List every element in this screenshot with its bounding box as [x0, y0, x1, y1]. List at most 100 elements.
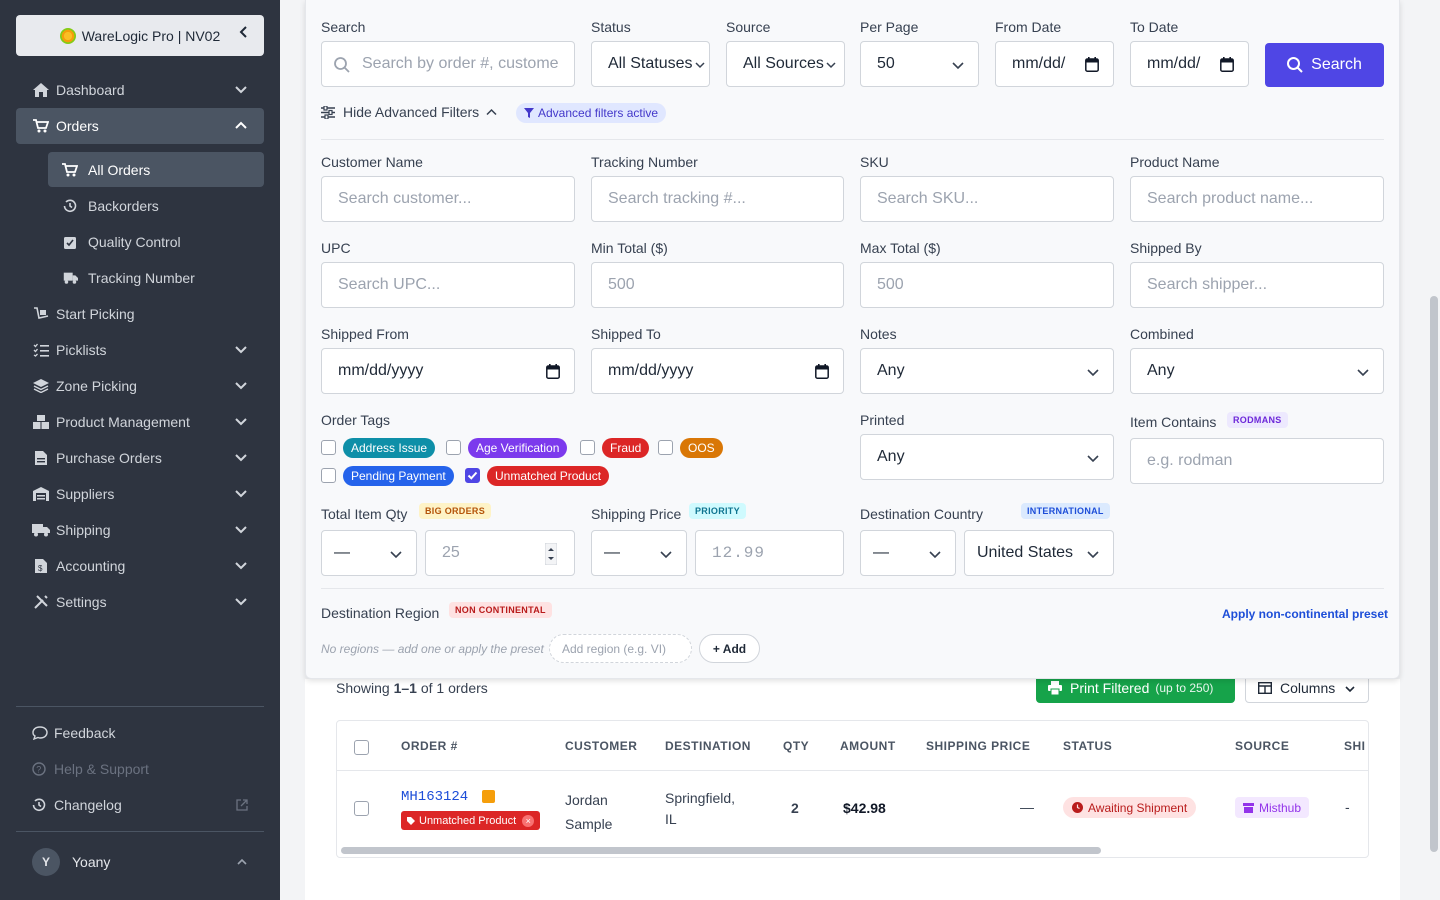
- stepper-icon[interactable]: [545, 543, 557, 565]
- to-date-input[interactable]: mm/dd/: [1130, 41, 1249, 87]
- col-header[interactable]: QTY: [783, 739, 810, 753]
- calendar-icon[interactable]: [1220, 57, 1234, 72]
- footer-help[interactable]: ? Help & Support: [16, 754, 264, 784]
- tag-checkbox-oos[interactable]: [658, 440, 673, 455]
- priority-pill[interactable]: PRIORITY: [689, 503, 746, 519]
- nav-shipping[interactable]: Shipping: [16, 512, 264, 548]
- nav-start-picking[interactable]: Start Picking: [16, 296, 264, 332]
- product-name-input[interactable]: Search product name...: [1130, 176, 1384, 222]
- col-header[interactable]: SHIPPING PRICE: [926, 739, 1031, 753]
- item-contains-input[interactable]: e.g. rodman: [1130, 438, 1384, 484]
- tag-checkbox-age-verification[interactable]: [446, 440, 461, 455]
- page-scrollbar-thumb[interactable]: [1430, 296, 1438, 852]
- from-date-input[interactable]: mm/dd/: [995, 41, 1114, 87]
- sub-all-orders[interactable]: All Orders: [48, 152, 264, 187]
- tag-address-issue[interactable]: Address Issue: [343, 438, 436, 458]
- tag-age-verification[interactable]: Age Verification: [468, 438, 568, 458]
- user-menu[interactable]: Y Yoany: [16, 844, 264, 880]
- source-select[interactable]: All Sources: [726, 41, 845, 87]
- max-total-input[interactable]: 500: [860, 262, 1114, 308]
- tag-checkbox-pending-payment[interactable]: [321, 468, 336, 483]
- nav-dashboard[interactable]: Dashboard: [16, 72, 264, 108]
- customer-name-input[interactable]: Search customer...: [321, 176, 575, 222]
- rodmans-pill[interactable]: RODMANS: [1227, 412, 1288, 428]
- tag-unmatched-product[interactable]: Unmatched Product: [487, 466, 610, 486]
- upc-input[interactable]: Search UPC...: [321, 262, 575, 308]
- tag-fraud[interactable]: Fraud: [602, 438, 650, 458]
- sub-tracking-number[interactable]: Tracking Number: [48, 260, 264, 295]
- tag-oos[interactable]: OOS: [680, 438, 723, 458]
- qty-operator-select[interactable]: —: [321, 530, 417, 576]
- tag-checkbox-fraud[interactable]: [580, 440, 595, 455]
- order-number-link[interactable]: MH163124: [401, 789, 469, 805]
- min-total-input[interactable]: 500: [591, 262, 844, 308]
- col-header[interactable]: AMOUNT: [840, 739, 896, 753]
- country-select[interactable]: United States: [964, 530, 1114, 576]
- row-checkbox[interactable]: [354, 801, 369, 816]
- shipping-price-input[interactable]: 12.99: [695, 530, 844, 576]
- status-select[interactable]: All Statuses: [591, 41, 710, 87]
- country-operator-select[interactable]: —: [860, 530, 956, 576]
- col-header[interactable]: STATUS: [1063, 739, 1113, 753]
- nav-accounting[interactable]: $ Accounting: [16, 548, 264, 584]
- sub-quality-control[interactable]: Quality Control: [48, 224, 264, 259]
- brand-switcher[interactable]: WareLogic Pro | NV02: [16, 15, 264, 56]
- nav-orders[interactable]: Orders: [16, 108, 264, 144]
- printed-select[interactable]: Any: [860, 434, 1114, 480]
- shipping-price-label: Shipping Price: [591, 506, 682, 522]
- col-header[interactable]: SOURCE: [1235, 739, 1290, 753]
- search-icon: [334, 57, 350, 73]
- nav-product-management[interactable]: Product Management: [16, 404, 264, 440]
- col-header[interactable]: CUSTOMER: [565, 739, 638, 753]
- add-region-button[interactable]: + Add: [699, 634, 760, 663]
- sub-label: Backorders: [88, 197, 159, 214]
- footer-feedback[interactable]: Feedback: [16, 718, 264, 748]
- remove-tag-icon[interactable]: ×: [522, 814, 535, 827]
- calendar-icon[interactable]: [1085, 57, 1099, 72]
- col-header[interactable]: SHI: [1344, 739, 1366, 753]
- advanced-filters-toggle[interactable]: Hide Advanced Filters: [321, 104, 497, 120]
- nav-zone-picking[interactable]: Zone Picking: [16, 368, 264, 404]
- per-page-select[interactable]: 50: [860, 41, 979, 87]
- tag-checkbox-address-issue[interactable]: [321, 440, 336, 455]
- sub-backorders[interactable]: Backorders: [48, 188, 264, 223]
- footer-changelog[interactable]: Changelog: [16, 790, 264, 820]
- tag-checkbox-unmatched-product[interactable]: [465, 468, 480, 483]
- tag-pending-payment[interactable]: Pending Payment: [343, 466, 454, 486]
- qty-value-input[interactable]: 25: [425, 530, 575, 576]
- svg-text:?: ?: [36, 765, 41, 775]
- sku-input[interactable]: Search SKU...: [860, 176, 1114, 222]
- non-continental-pill[interactable]: NON CONTINENTAL: [449, 602, 552, 618]
- source-label: Source: [726, 19, 771, 35]
- international-pill[interactable]: INTERNATIONAL: [1021, 503, 1110, 519]
- tracking-number-input[interactable]: Search tracking #...: [591, 176, 844, 222]
- table-horizontal-scrollbar[interactable]: [341, 847, 1101, 854]
- nav-suppliers[interactable]: Suppliers: [16, 476, 264, 512]
- to-date-label: To Date: [1130, 19, 1179, 35]
- nav-purchase-orders[interactable]: Purchase Orders: [16, 440, 264, 476]
- shipped-from-input[interactable]: mm/dd/yyyy: [321, 348, 575, 394]
- ship-cell: -: [1345, 799, 1350, 815]
- header-divider: [337, 770, 1368, 771]
- search-button[interactable]: Search: [1265, 43, 1384, 87]
- cart-icon: [32, 118, 50, 134]
- select-all-checkbox[interactable]: [354, 740, 369, 755]
- calendar-icon[interactable]: [546, 364, 560, 379]
- shipped-by-input[interactable]: Search shipper...: [1130, 262, 1384, 308]
- big-orders-pill[interactable]: BIG ORDERS: [419, 503, 492, 519]
- calendar-icon[interactable]: [815, 364, 829, 379]
- nav-settings[interactable]: Settings: [16, 584, 264, 620]
- shipped-to-input[interactable]: mm/dd/yyyy: [591, 348, 844, 394]
- apply-preset-link[interactable]: Apply non-continental preset: [1222, 607, 1389, 621]
- history-icon: [32, 798, 48, 812]
- combined-select[interactable]: Any: [1130, 348, 1384, 394]
- add-region-input[interactable]: Add region (e.g. VI): [549, 634, 692, 663]
- shipping-price-operator-select[interactable]: —: [591, 530, 687, 576]
- col-header[interactable]: ORDER #: [401, 739, 458, 753]
- nav-picklists[interactable]: Picklists: [16, 332, 264, 368]
- col-header[interactable]: DESTINATION: [665, 739, 751, 753]
- notes-select[interactable]: Any: [860, 348, 1114, 394]
- collapse-sidebar-icon[interactable]: [238, 25, 250, 39]
- search-input[interactable]: Search by order #, custome: [321, 41, 575, 87]
- note-icon[interactable]: [482, 790, 495, 803]
